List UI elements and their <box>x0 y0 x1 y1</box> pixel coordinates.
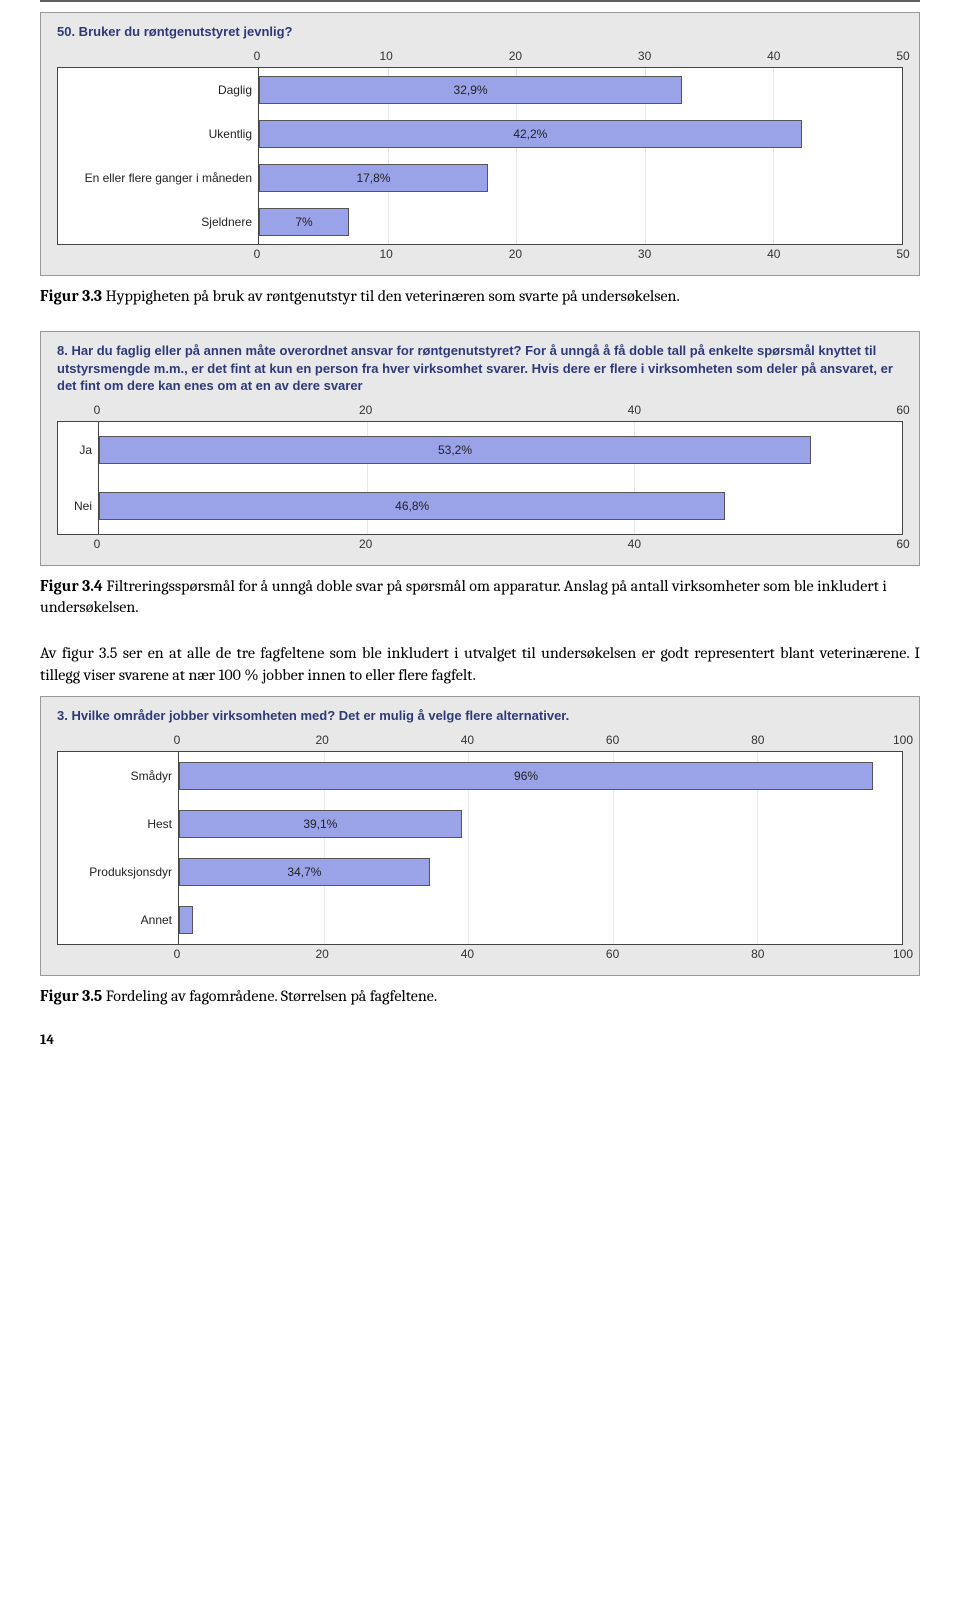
x-tick: 0 <box>174 733 181 747</box>
x-tick: 60 <box>606 733 619 747</box>
bar: 34,7% <box>179 858 430 886</box>
x-tick: 100 <box>893 947 913 961</box>
figure-3-5-text: Fordeling av fagområdene. Størrelsen på … <box>102 987 437 1005</box>
bar <box>179 906 193 934</box>
x-tick: 50 <box>896 247 909 261</box>
chart-title: 3. Hvilke områder jobber virksomheten me… <box>41 697 919 731</box>
bar: 7% <box>259 208 349 236</box>
header-rule <box>40 0 920 2</box>
x-tick: 100 <box>893 733 913 747</box>
x-tick: 0 <box>94 537 101 551</box>
page-number: 14 <box>40 1031 920 1048</box>
x-tick: 20 <box>509 247 522 261</box>
chart-title: 8. Har du faglig eller på annen måte ove… <box>41 332 919 401</box>
category-label: Annet <box>58 896 178 944</box>
x-tick: 30 <box>638 49 651 63</box>
bar: 46,8% <box>99 492 725 520</box>
bar: 42,2% <box>259 120 802 148</box>
x-tick: 80 <box>751 947 764 961</box>
x-tick: 80 <box>751 733 764 747</box>
category-label: Produksjonsdyr <box>58 848 178 896</box>
figure-3-3-caption: Figur 3.3 Hyppigheten på bruk av røntgen… <box>40 286 920 308</box>
chart-3: 3. Hvilke områder jobber virksomheten me… <box>40 696 920 976</box>
bar: 39,1% <box>179 810 462 838</box>
plot-area: SmådyrHestProduksjonsdyrAnnet 96% 39,1% 34,… <box>57 751 903 945</box>
category-label: Hest <box>58 800 178 848</box>
x-tick: 20 <box>359 403 372 417</box>
category-label: Smådyr <box>58 752 178 800</box>
bar-value-label: 7% <box>295 215 312 229</box>
x-tick: 60 <box>896 537 909 551</box>
bar-value-label: 32,9% <box>454 83 488 97</box>
bar-value-label: 42,2% <box>513 127 547 141</box>
x-tick: 0 <box>174 947 181 961</box>
bar: 96% <box>179 762 873 790</box>
x-tick: 20 <box>359 537 372 551</box>
x-tick: 40 <box>767 49 780 63</box>
x-tick: 40 <box>461 733 474 747</box>
bar-value-label: 46,8% <box>395 499 429 513</box>
bar: 53,2% <box>99 436 811 464</box>
bar: 17,8% <box>259 164 488 192</box>
x-tick: 0 <box>94 403 101 417</box>
category-label: En eller flere ganger i måneden <box>58 156 258 200</box>
figure-3-3-num: Figur 3.3 <box>40 287 102 305</box>
x-tick: 20 <box>509 49 522 63</box>
chart-2: 8. Har du faglig eller på annen måte ove… <box>40 331 920 566</box>
x-tick: 40 <box>628 403 641 417</box>
x-tick: 60 <box>896 403 909 417</box>
bar: 32,9% <box>259 76 682 104</box>
category-label: Nei <box>58 478 98 534</box>
category-label: Sjeldnere <box>58 200 258 244</box>
x-tick: 0 <box>254 247 261 261</box>
bar-value-label: 96% <box>514 769 538 783</box>
x-tick: 10 <box>380 49 393 63</box>
figure-3-3-text: Hyppigheten på bruk av røntgenutstyr til… <box>102 287 680 305</box>
chart-1: 50. Bruker du røntgenutstyret jevnlig? 0 1… <box>40 12 920 276</box>
x-tick: 30 <box>638 247 651 261</box>
figure-3-4-num: Figur 3.4 <box>40 577 103 595</box>
bar-value-label: 34,7% <box>287 865 321 879</box>
bar-value-label: 17,8% <box>356 171 390 185</box>
x-tick: 40 <box>767 247 780 261</box>
body-paragraph-1: Av figur 3.5 ser en at alle de tre fagfe… <box>40 643 920 686</box>
figure-3-4-text: Filtreringsspørsmål for å unngå doble sv… <box>40 577 887 617</box>
plot-area: JaNei 53,2% 46,8% <box>57 421 903 535</box>
x-tick: 60 <box>606 947 619 961</box>
figure-3-4-caption: Figur 3.4 Filtreringsspørsmål for å unng… <box>40 576 920 619</box>
x-tick: 10 <box>380 247 393 261</box>
bar-value-label: 53,2% <box>438 443 472 457</box>
x-tick: 40 <box>628 537 641 551</box>
x-tick: 50 <box>896 49 909 63</box>
plot-area: DagligUkentligEn eller flere ganger i må… <box>57 67 903 245</box>
x-tick: 0 <box>254 49 261 63</box>
category-label: Ukentlig <box>58 112 258 156</box>
x-tick: 40 <box>461 947 474 961</box>
figure-3-5-caption: Figur 3.5 Fordeling av fagområdene. Stør… <box>40 986 920 1008</box>
category-label: Daglig <box>58 68 258 112</box>
bar-value-label: 39,1% <box>303 817 337 831</box>
figure-3-5-num: Figur 3.5 <box>40 987 102 1005</box>
x-tick: 20 <box>316 733 329 747</box>
chart-title: 50. Bruker du røntgenutstyret jevnlig? <box>41 13 919 47</box>
x-tick: 20 <box>316 947 329 961</box>
category-label: Ja <box>58 422 98 478</box>
